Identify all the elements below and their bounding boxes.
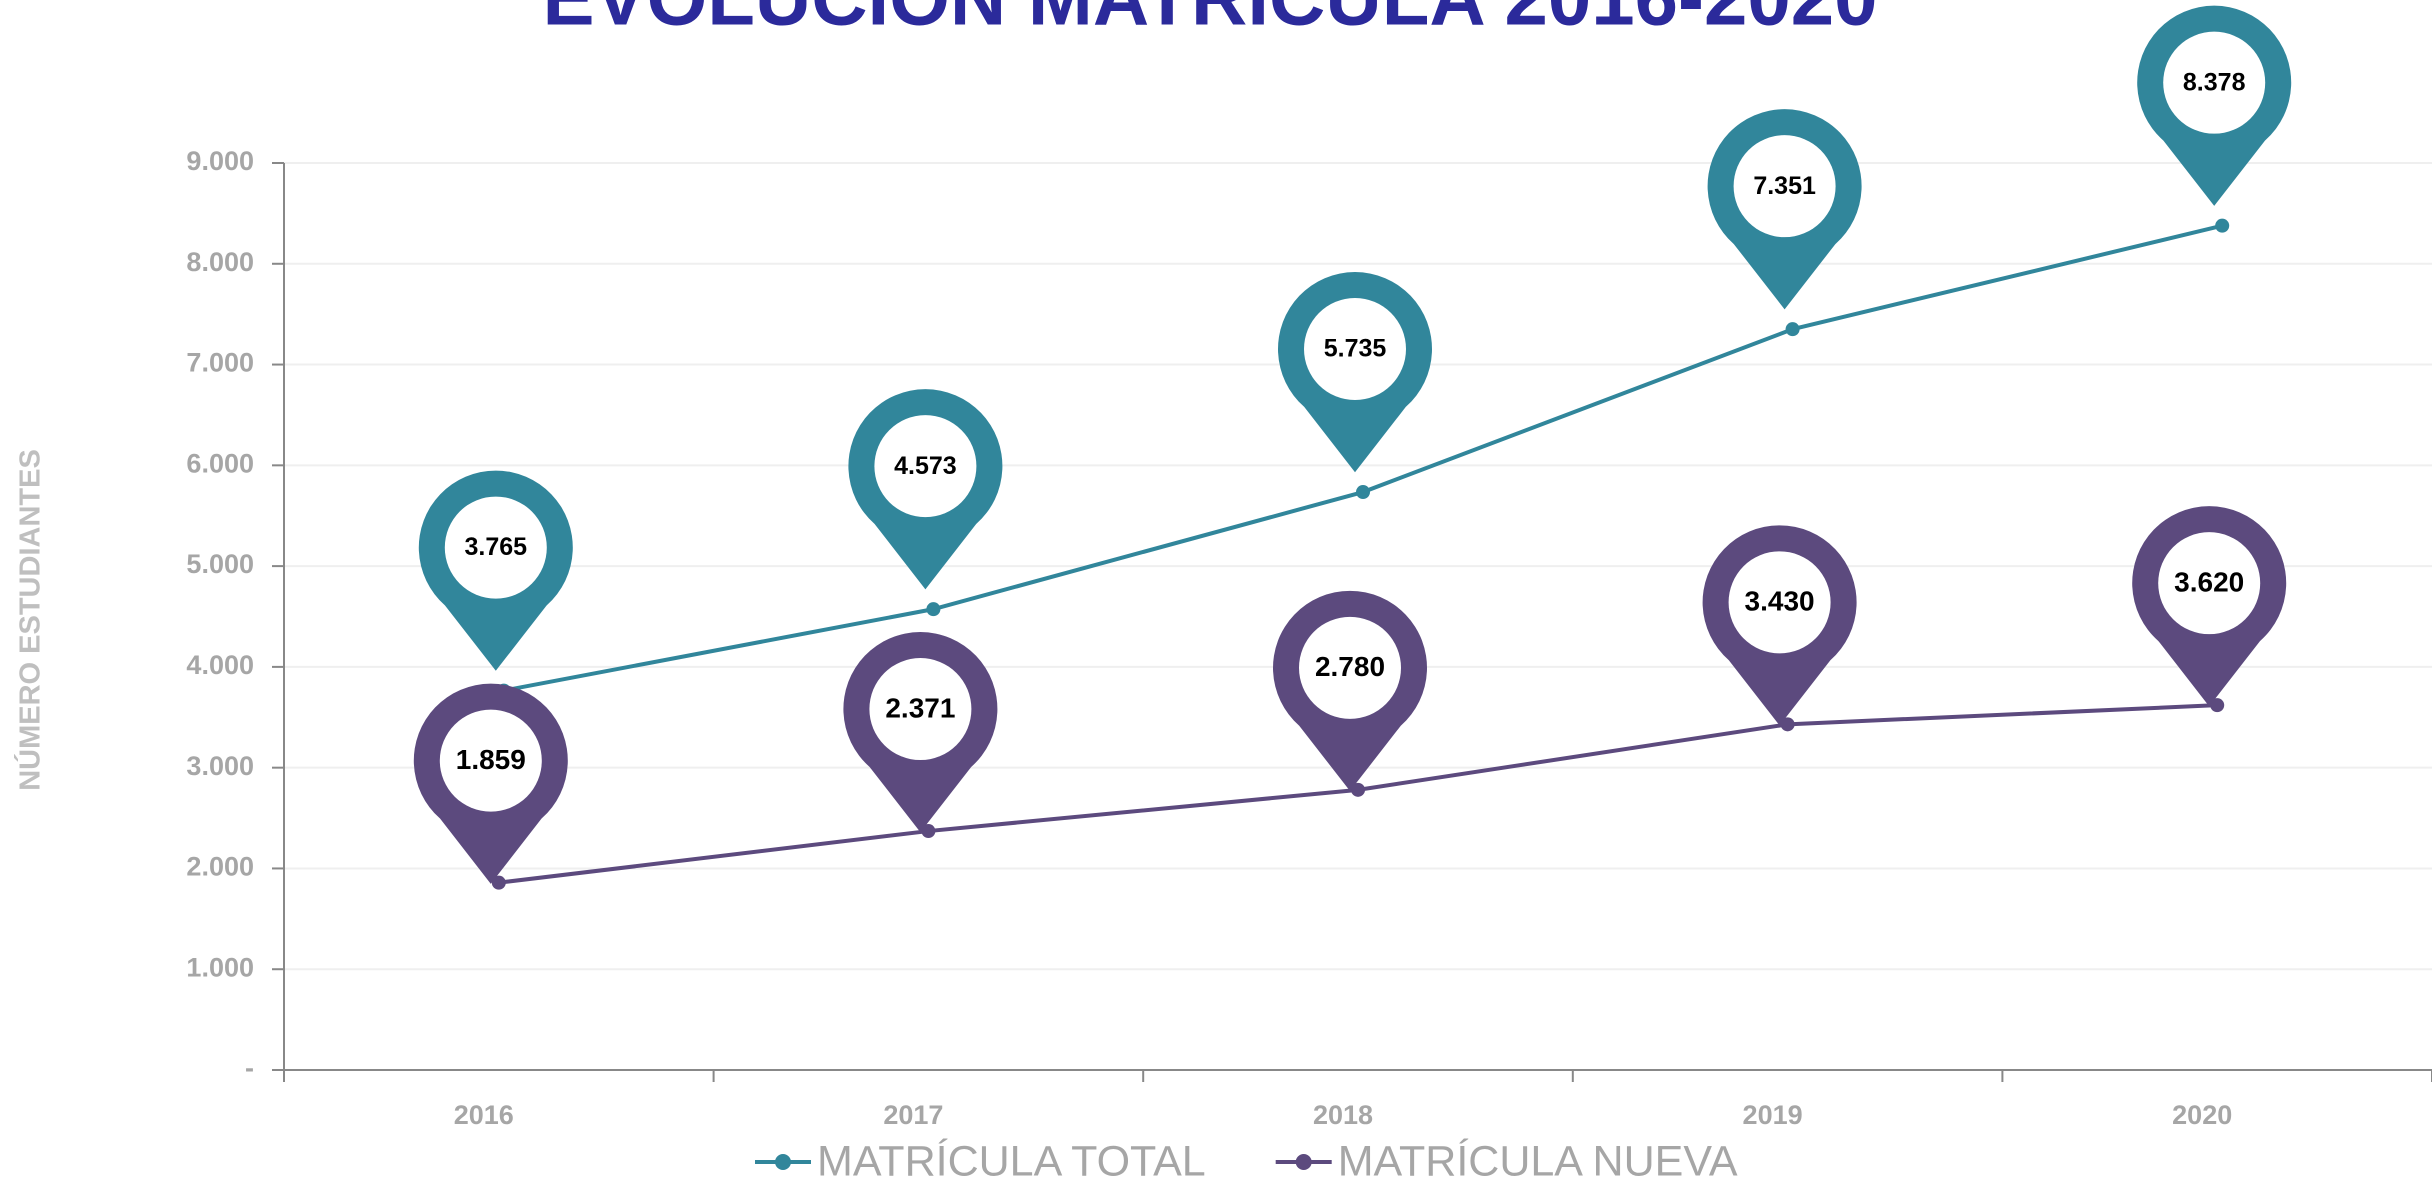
data-point <box>1351 782 1365 797</box>
pin-hole <box>1299 616 1401 719</box>
data-label: 3.620 <box>2174 567 2244 598</box>
pin-hole <box>444 496 547 599</box>
legend-label: MATRÍCULA NUEVA <box>1338 1137 1738 1184</box>
data-label: 2.780 <box>1315 651 1385 682</box>
pin-hole <box>874 415 977 518</box>
data-label: 7.351 <box>1753 172 1816 200</box>
data-point <box>1785 322 1800 337</box>
y-tick-label: 5.000 <box>186 549 254 579</box>
x-tick-label: 2019 <box>1743 1100 1803 1130</box>
chart-title: EVOLUCIÓN MATRÍCULA 2016-2020 <box>543 0 1878 42</box>
data-point <box>491 875 506 890</box>
x-tick-label: 2018 <box>1313 1100 1373 1130</box>
data-point <box>2215 218 2230 233</box>
legend-swatch-marker <box>775 1154 791 1170</box>
y-tick-label: 1.000 <box>186 952 254 982</box>
data-label: 8.378 <box>2183 68 2246 96</box>
pin-hole <box>1728 551 1831 654</box>
pin-hole <box>869 658 972 761</box>
y-tick-label: 4.000 <box>186 650 254 680</box>
pin-hole <box>2158 532 2261 635</box>
data-label: 3.765 <box>465 533 528 561</box>
y-tick-label: 9.000 <box>186 146 254 176</box>
y-axis-label: NÚMERO ESTUDIANTES <box>13 449 47 791</box>
pin-hole <box>1304 298 1406 401</box>
y-tick-label: 8.000 <box>186 247 254 277</box>
x-tick-label: 2016 <box>454 1100 514 1130</box>
data-point <box>921 824 936 839</box>
pin-hole <box>2163 31 2266 134</box>
x-tick-label: 2017 <box>883 1100 943 1130</box>
data-point <box>2210 698 2225 713</box>
legend-label: MATRÍCULA TOTAL <box>817 1137 1206 1184</box>
data-point <box>926 602 941 617</box>
y-tick-label: 7.000 <box>186 348 254 378</box>
y-tick-label: 2.000 <box>186 852 254 882</box>
y-tick-label: 6.000 <box>186 448 254 478</box>
y-tick-label: 3.000 <box>186 751 254 781</box>
data-label: 3.430 <box>1745 586 1815 617</box>
data-point <box>1356 485 1370 500</box>
data-label: 1.859 <box>456 744 526 775</box>
data-label: 2.371 <box>885 692 955 723</box>
pin-hole <box>1733 135 1836 238</box>
data-label: 4.573 <box>894 452 957 480</box>
x-tick-label: 2020 <box>2172 1100 2232 1130</box>
y-tick-label: - <box>245 1053 254 1083</box>
pin-hole <box>439 709 542 812</box>
data-point <box>1780 717 1795 732</box>
legend-swatch-marker <box>1295 1154 1312 1170</box>
data-label: 5.735 <box>1324 335 1387 363</box>
